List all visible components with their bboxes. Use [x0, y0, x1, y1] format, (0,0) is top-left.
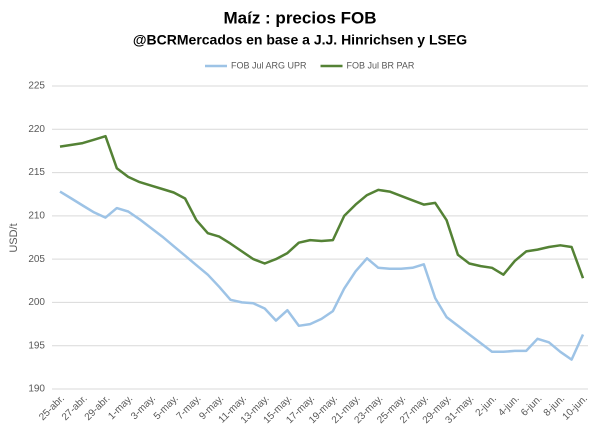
y-tick-label: 205	[28, 254, 45, 265]
legend-label: FOB Jul ARG UPR	[231, 60, 307, 70]
y-tick-label: 215	[28, 167, 45, 178]
y-tick-label: 200	[28, 297, 45, 308]
y-tick-label: 190	[28, 384, 45, 395]
y-tick-label: 220	[28, 124, 45, 135]
chart-title: Maíz : precios FOB	[223, 8, 376, 27]
y-axis-label: USD/t	[8, 223, 20, 252]
y-tick-label: 195	[28, 340, 45, 351]
legend-label: FOB Jul BR PAR	[347, 60, 415, 70]
chart-subtitle: @BCRMercados en base a J.J. Hinrichsen y…	[133, 32, 467, 48]
y-tick-label: 225	[28, 81, 45, 92]
line-series	[59, 190, 585, 361]
line-series	[59, 134, 585, 279]
y-tick-label: 210	[28, 210, 45, 221]
